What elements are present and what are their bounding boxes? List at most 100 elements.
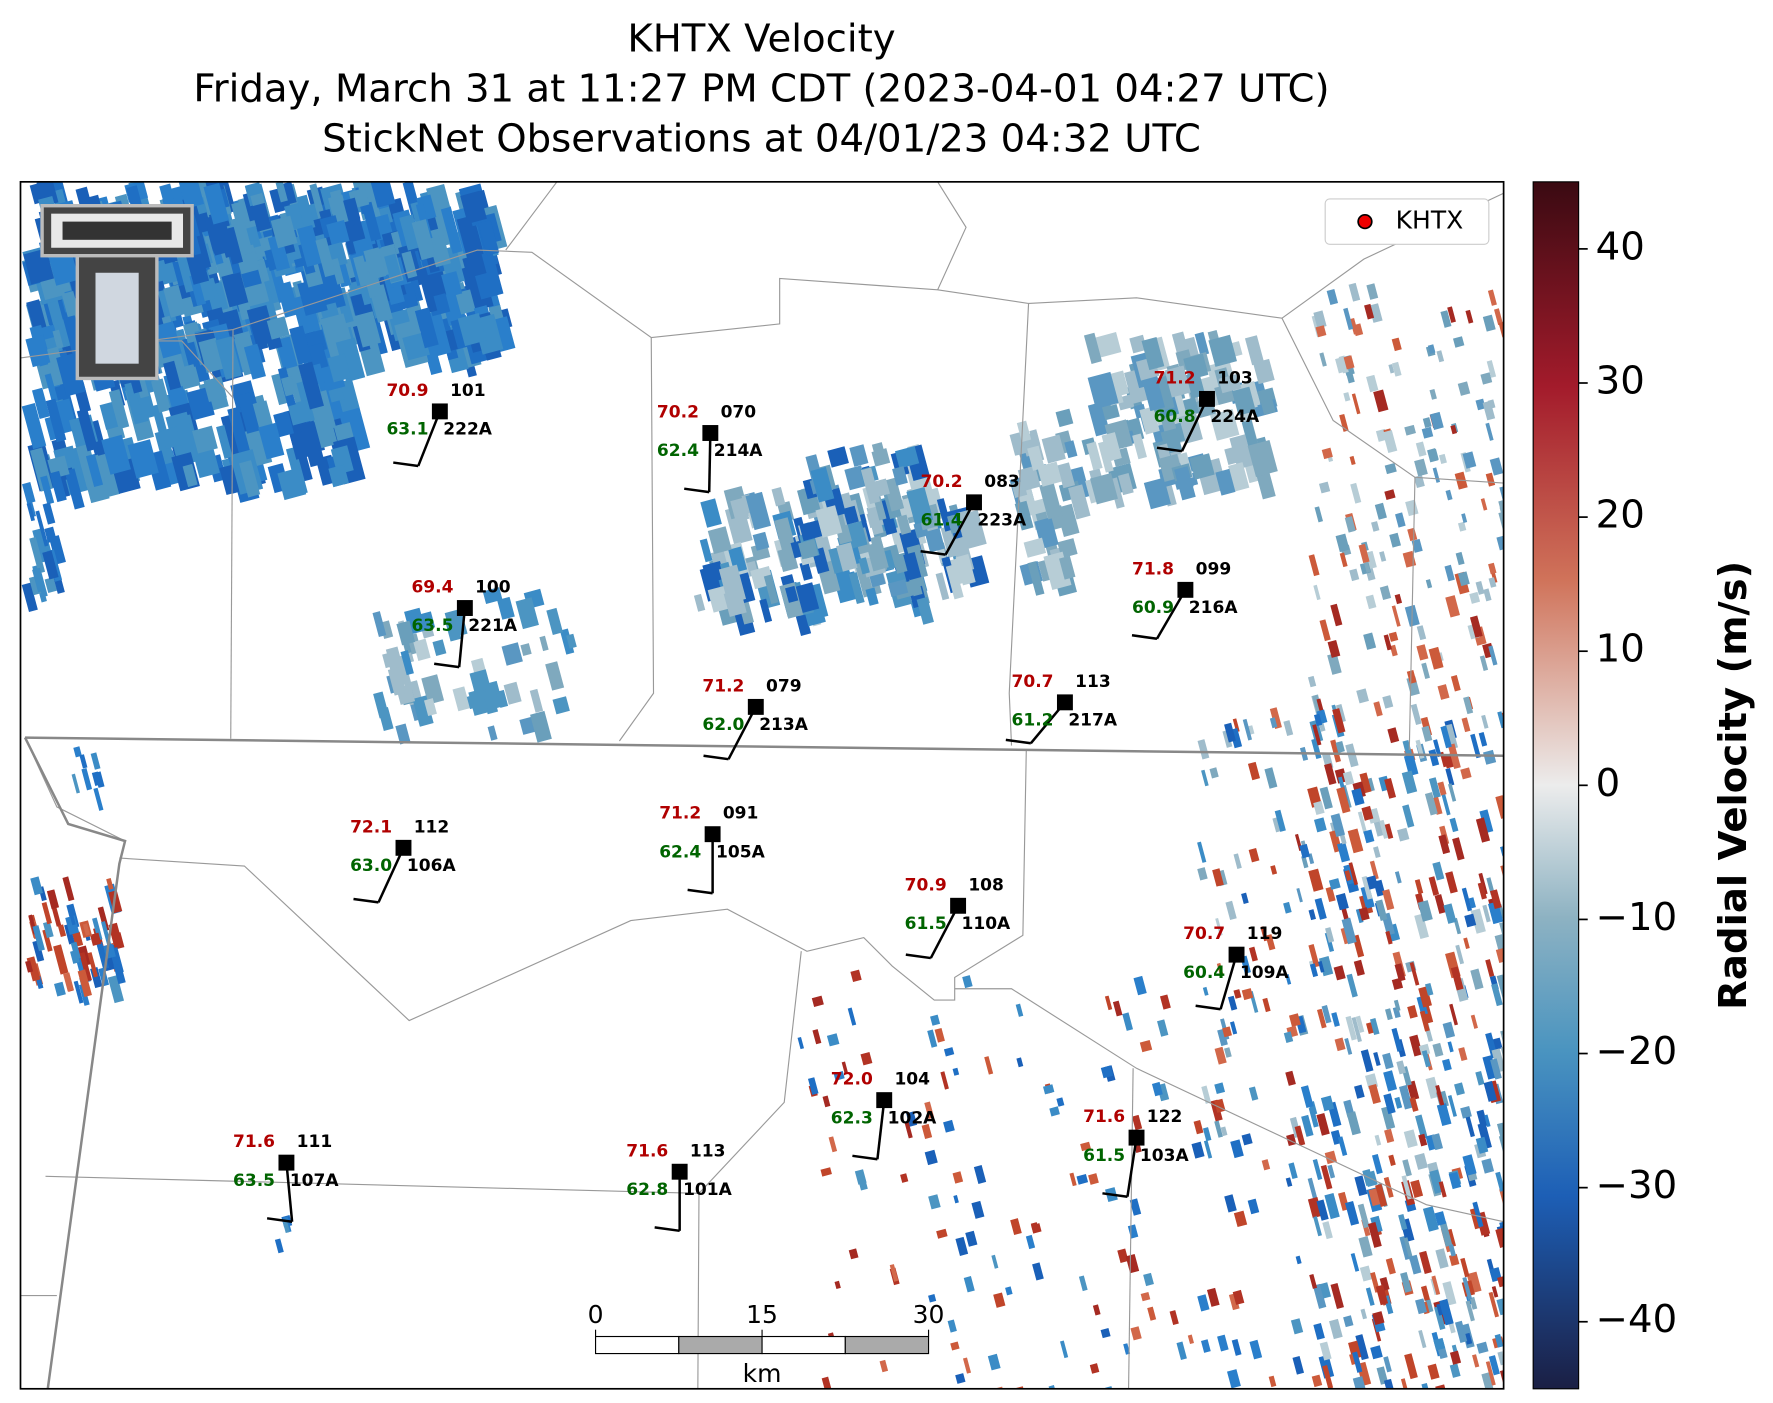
echo bbox=[1416, 644, 1429, 661]
station-id: 223A bbox=[977, 511, 1027, 531]
echo bbox=[1357, 1203, 1370, 1229]
echo bbox=[1174, 466, 1196, 501]
echo bbox=[1427, 344, 1436, 354]
echo bbox=[896, 514, 912, 535]
echo bbox=[49, 470, 67, 503]
echo bbox=[1489, 457, 1504, 476]
echo bbox=[1454, 1082, 1465, 1096]
echo bbox=[1449, 1363, 1461, 1378]
echo bbox=[1322, 1221, 1333, 1240]
echo bbox=[1461, 887, 1473, 912]
echo bbox=[1442, 1058, 1452, 1071]
scale-label: 30 bbox=[913, 1300, 945, 1329]
station-marker bbox=[1128, 1129, 1145, 1146]
echo bbox=[1425, 982, 1434, 996]
echo bbox=[1336, 786, 1351, 814]
echo bbox=[1472, 1201, 1484, 1228]
echo bbox=[1406, 1080, 1420, 1101]
echo bbox=[1183, 353, 1209, 380]
echo bbox=[97, 906, 110, 932]
dewpoint: 61.2 bbox=[1012, 711, 1054, 731]
scale-unit: km bbox=[743, 1359, 782, 1388]
colorbar bbox=[1532, 181, 1580, 1390]
title-line: KHTX Velocity bbox=[627, 16, 895, 61]
echo bbox=[1055, 408, 1074, 428]
echo bbox=[1141, 336, 1165, 371]
echo bbox=[25, 334, 51, 368]
echo bbox=[1338, 355, 1349, 374]
echo bbox=[1232, 386, 1256, 416]
echo bbox=[799, 561, 813, 581]
echo bbox=[1274, 809, 1286, 832]
echo bbox=[1320, 1164, 1333, 1190]
echo bbox=[1488, 1291, 1500, 1318]
echo bbox=[1485, 959, 1495, 977]
echo bbox=[1499, 922, 1504, 947]
echo bbox=[1189, 453, 1215, 480]
wind-barb bbox=[457, 607, 467, 668]
echo bbox=[1470, 1014, 1478, 1029]
state-lines bbox=[23, 736, 1504, 1389]
echo bbox=[1441, 794, 1451, 816]
station-id: 102A bbox=[888, 1108, 938, 1128]
echo bbox=[1176, 1341, 1187, 1360]
echo bbox=[1157, 1019, 1169, 1037]
echo bbox=[1481, 1372, 1495, 1389]
temperature: 71.6 bbox=[1083, 1107, 1125, 1127]
echo bbox=[841, 1061, 848, 1073]
radar-echoes bbox=[21, 181, 1504, 1389]
echo bbox=[943, 1047, 955, 1057]
echo bbox=[1388, 364, 1395, 374]
echo bbox=[32, 567, 46, 593]
echo bbox=[468, 688, 489, 716]
echo bbox=[1371, 521, 1380, 532]
echo bbox=[1015, 1003, 1024, 1017]
echo bbox=[48, 535, 66, 565]
echo bbox=[1101, 432, 1122, 462]
station-id: 105A bbox=[716, 842, 766, 862]
echo bbox=[1475, 1070, 1485, 1086]
echo bbox=[882, 549, 896, 570]
echo bbox=[1308, 1106, 1319, 1128]
echo bbox=[106, 878, 114, 890]
echo bbox=[847, 1007, 857, 1026]
echo bbox=[90, 752, 101, 770]
echo bbox=[1241, 892, 1249, 904]
echo bbox=[1383, 1093, 1396, 1115]
station-number: 108 bbox=[968, 875, 1004, 895]
echo bbox=[904, 1121, 913, 1139]
echo bbox=[850, 969, 862, 982]
scale-segment bbox=[594, 1335, 680, 1355]
station-id: 214A bbox=[714, 441, 764, 461]
echo bbox=[1383, 1356, 1392, 1373]
echo bbox=[1387, 727, 1400, 744]
echo bbox=[63, 972, 74, 992]
station-id: 216A bbox=[1189, 598, 1239, 618]
echo bbox=[21, 582, 38, 613]
wind-barb bbox=[707, 432, 712, 493]
echo bbox=[1348, 862, 1359, 886]
echo bbox=[1214, 1120, 1223, 1138]
echo bbox=[1335, 533, 1350, 553]
echo bbox=[1462, 1276, 1473, 1300]
echo bbox=[421, 674, 445, 705]
echo bbox=[1344, 516, 1356, 533]
echo bbox=[1321, 1005, 1332, 1024]
echo bbox=[1202, 1127, 1212, 1142]
echo bbox=[1449, 1003, 1458, 1026]
echo bbox=[1428, 749, 1440, 767]
echo bbox=[1100, 1065, 1114, 1079]
echo bbox=[1335, 741, 1345, 753]
echo bbox=[328, 464, 349, 488]
echo bbox=[1222, 729, 1233, 748]
echo bbox=[1463, 696, 1474, 715]
echo bbox=[82, 923, 90, 936]
echo bbox=[440, 206, 463, 254]
echo bbox=[1324, 1193, 1340, 1220]
echo bbox=[1049, 1106, 1060, 1117]
echo bbox=[826, 1033, 840, 1047]
echo bbox=[530, 710, 552, 743]
echo bbox=[1375, 1183, 1388, 1207]
echo bbox=[413, 638, 431, 661]
station-id: 224A bbox=[1210, 407, 1260, 427]
